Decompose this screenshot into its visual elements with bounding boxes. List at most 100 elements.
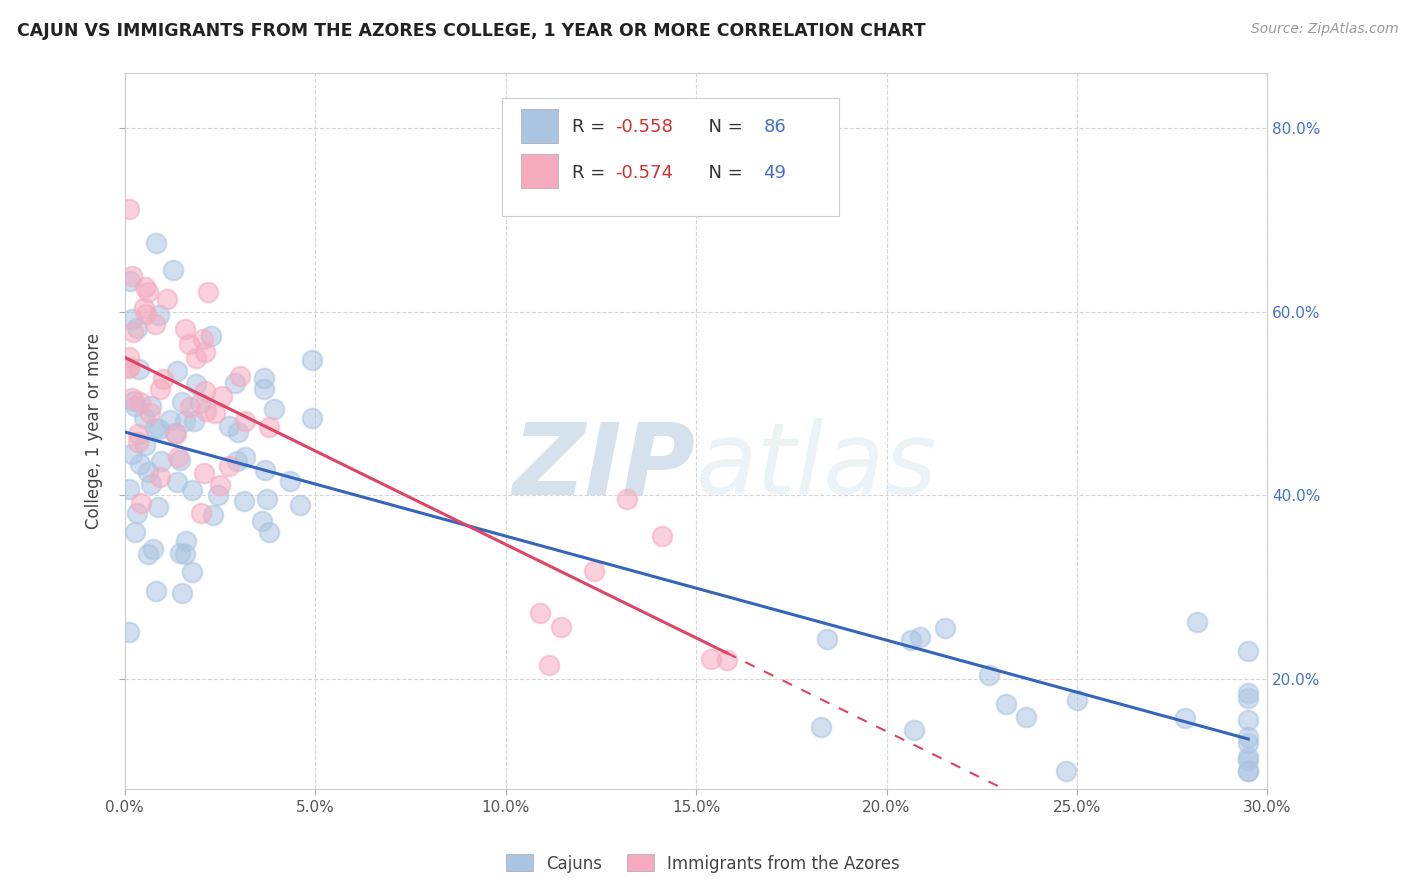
Point — [124, 525, 146, 540]
Point — [135, 307, 157, 321]
Point — [994, 697, 1017, 711]
Point — [173, 547, 195, 561]
Point — [166, 363, 188, 377]
Text: CAJUN VS IMMIGRANTS FROM THE AZORES COLLEGE, 1 YEAR OR MORE CORRELATION CHART: CAJUN VS IMMIGRANTS FROM THE AZORES COLL… — [17, 22, 925, 40]
Point — [1237, 713, 1260, 727]
Point — [252, 371, 274, 385]
Point — [934, 621, 956, 635]
Point — [156, 292, 179, 306]
Point — [218, 458, 240, 473]
Point — [132, 410, 155, 425]
Point — [127, 426, 149, 441]
Point — [550, 620, 572, 634]
Point — [1237, 736, 1260, 750]
Text: atlas: atlas — [696, 418, 938, 516]
Point — [136, 547, 159, 561]
Point — [208, 478, 231, 492]
Point — [142, 542, 165, 557]
Point — [290, 498, 312, 512]
Legend: Cajuns, Immigrants from the Azores: Cajuns, Immigrants from the Azores — [499, 847, 907, 880]
Point — [177, 336, 200, 351]
Point — [253, 463, 276, 477]
Point — [301, 411, 323, 425]
Point — [149, 469, 172, 483]
Point — [120, 274, 142, 288]
Text: R =: R = — [572, 119, 610, 136]
Point — [166, 475, 188, 490]
Point — [716, 653, 738, 667]
Point — [233, 493, 256, 508]
Text: Source: ZipAtlas.com: Source: ZipAtlas.com — [1251, 22, 1399, 37]
Point — [191, 332, 214, 346]
Point — [1237, 691, 1260, 706]
Point — [183, 414, 205, 428]
Point — [193, 466, 215, 480]
Point — [1174, 711, 1197, 725]
Point — [127, 434, 149, 449]
Point — [148, 422, 170, 436]
Point — [121, 269, 143, 284]
Point — [211, 389, 233, 403]
Y-axis label: College, 1 year or more: College, 1 year or more — [86, 333, 103, 529]
Point — [169, 453, 191, 467]
Point — [250, 515, 273, 529]
Point — [181, 565, 204, 579]
Point — [134, 301, 156, 315]
Point — [146, 500, 169, 515]
Point — [1237, 764, 1260, 778]
Point — [169, 546, 191, 560]
Point — [263, 402, 285, 417]
Point — [165, 426, 187, 441]
Point — [190, 506, 212, 520]
Text: 49: 49 — [763, 163, 786, 182]
Point — [229, 369, 252, 384]
Point — [900, 633, 922, 648]
Point — [117, 360, 139, 375]
Point — [167, 450, 190, 465]
Point — [117, 482, 139, 496]
Point — [195, 404, 218, 418]
Point — [1054, 764, 1077, 778]
Point — [202, 508, 225, 522]
Point — [810, 720, 832, 734]
Point — [1237, 764, 1260, 778]
Point — [1185, 615, 1208, 629]
Point — [173, 414, 195, 428]
Point — [815, 632, 838, 646]
Point — [582, 564, 605, 578]
Point — [1066, 693, 1088, 707]
Point — [152, 371, 174, 385]
Point — [143, 317, 166, 331]
Point — [910, 630, 932, 644]
Point — [977, 668, 1000, 682]
Point — [257, 419, 280, 434]
Point — [529, 606, 551, 620]
Point — [226, 425, 249, 439]
Point — [139, 477, 162, 491]
FancyBboxPatch shape — [522, 109, 558, 143]
Point — [179, 401, 201, 415]
Point — [188, 395, 211, 409]
Text: N =: N = — [697, 119, 749, 136]
Point — [129, 457, 152, 471]
FancyBboxPatch shape — [502, 98, 839, 216]
Point — [131, 496, 153, 510]
Point — [194, 384, 217, 398]
Point — [1237, 686, 1260, 700]
Point — [148, 309, 170, 323]
Point — [204, 406, 226, 420]
Point — [128, 362, 150, 376]
Text: N =: N = — [697, 163, 749, 182]
Point — [125, 506, 148, 520]
Point — [235, 414, 257, 428]
Point — [125, 321, 148, 335]
Point — [1237, 730, 1260, 744]
Point — [134, 438, 156, 452]
Point — [117, 202, 139, 216]
Point — [145, 583, 167, 598]
Text: -0.574: -0.574 — [614, 163, 673, 182]
Point — [186, 377, 208, 392]
Point — [174, 322, 197, 336]
Point — [134, 279, 156, 293]
Point — [170, 395, 193, 409]
